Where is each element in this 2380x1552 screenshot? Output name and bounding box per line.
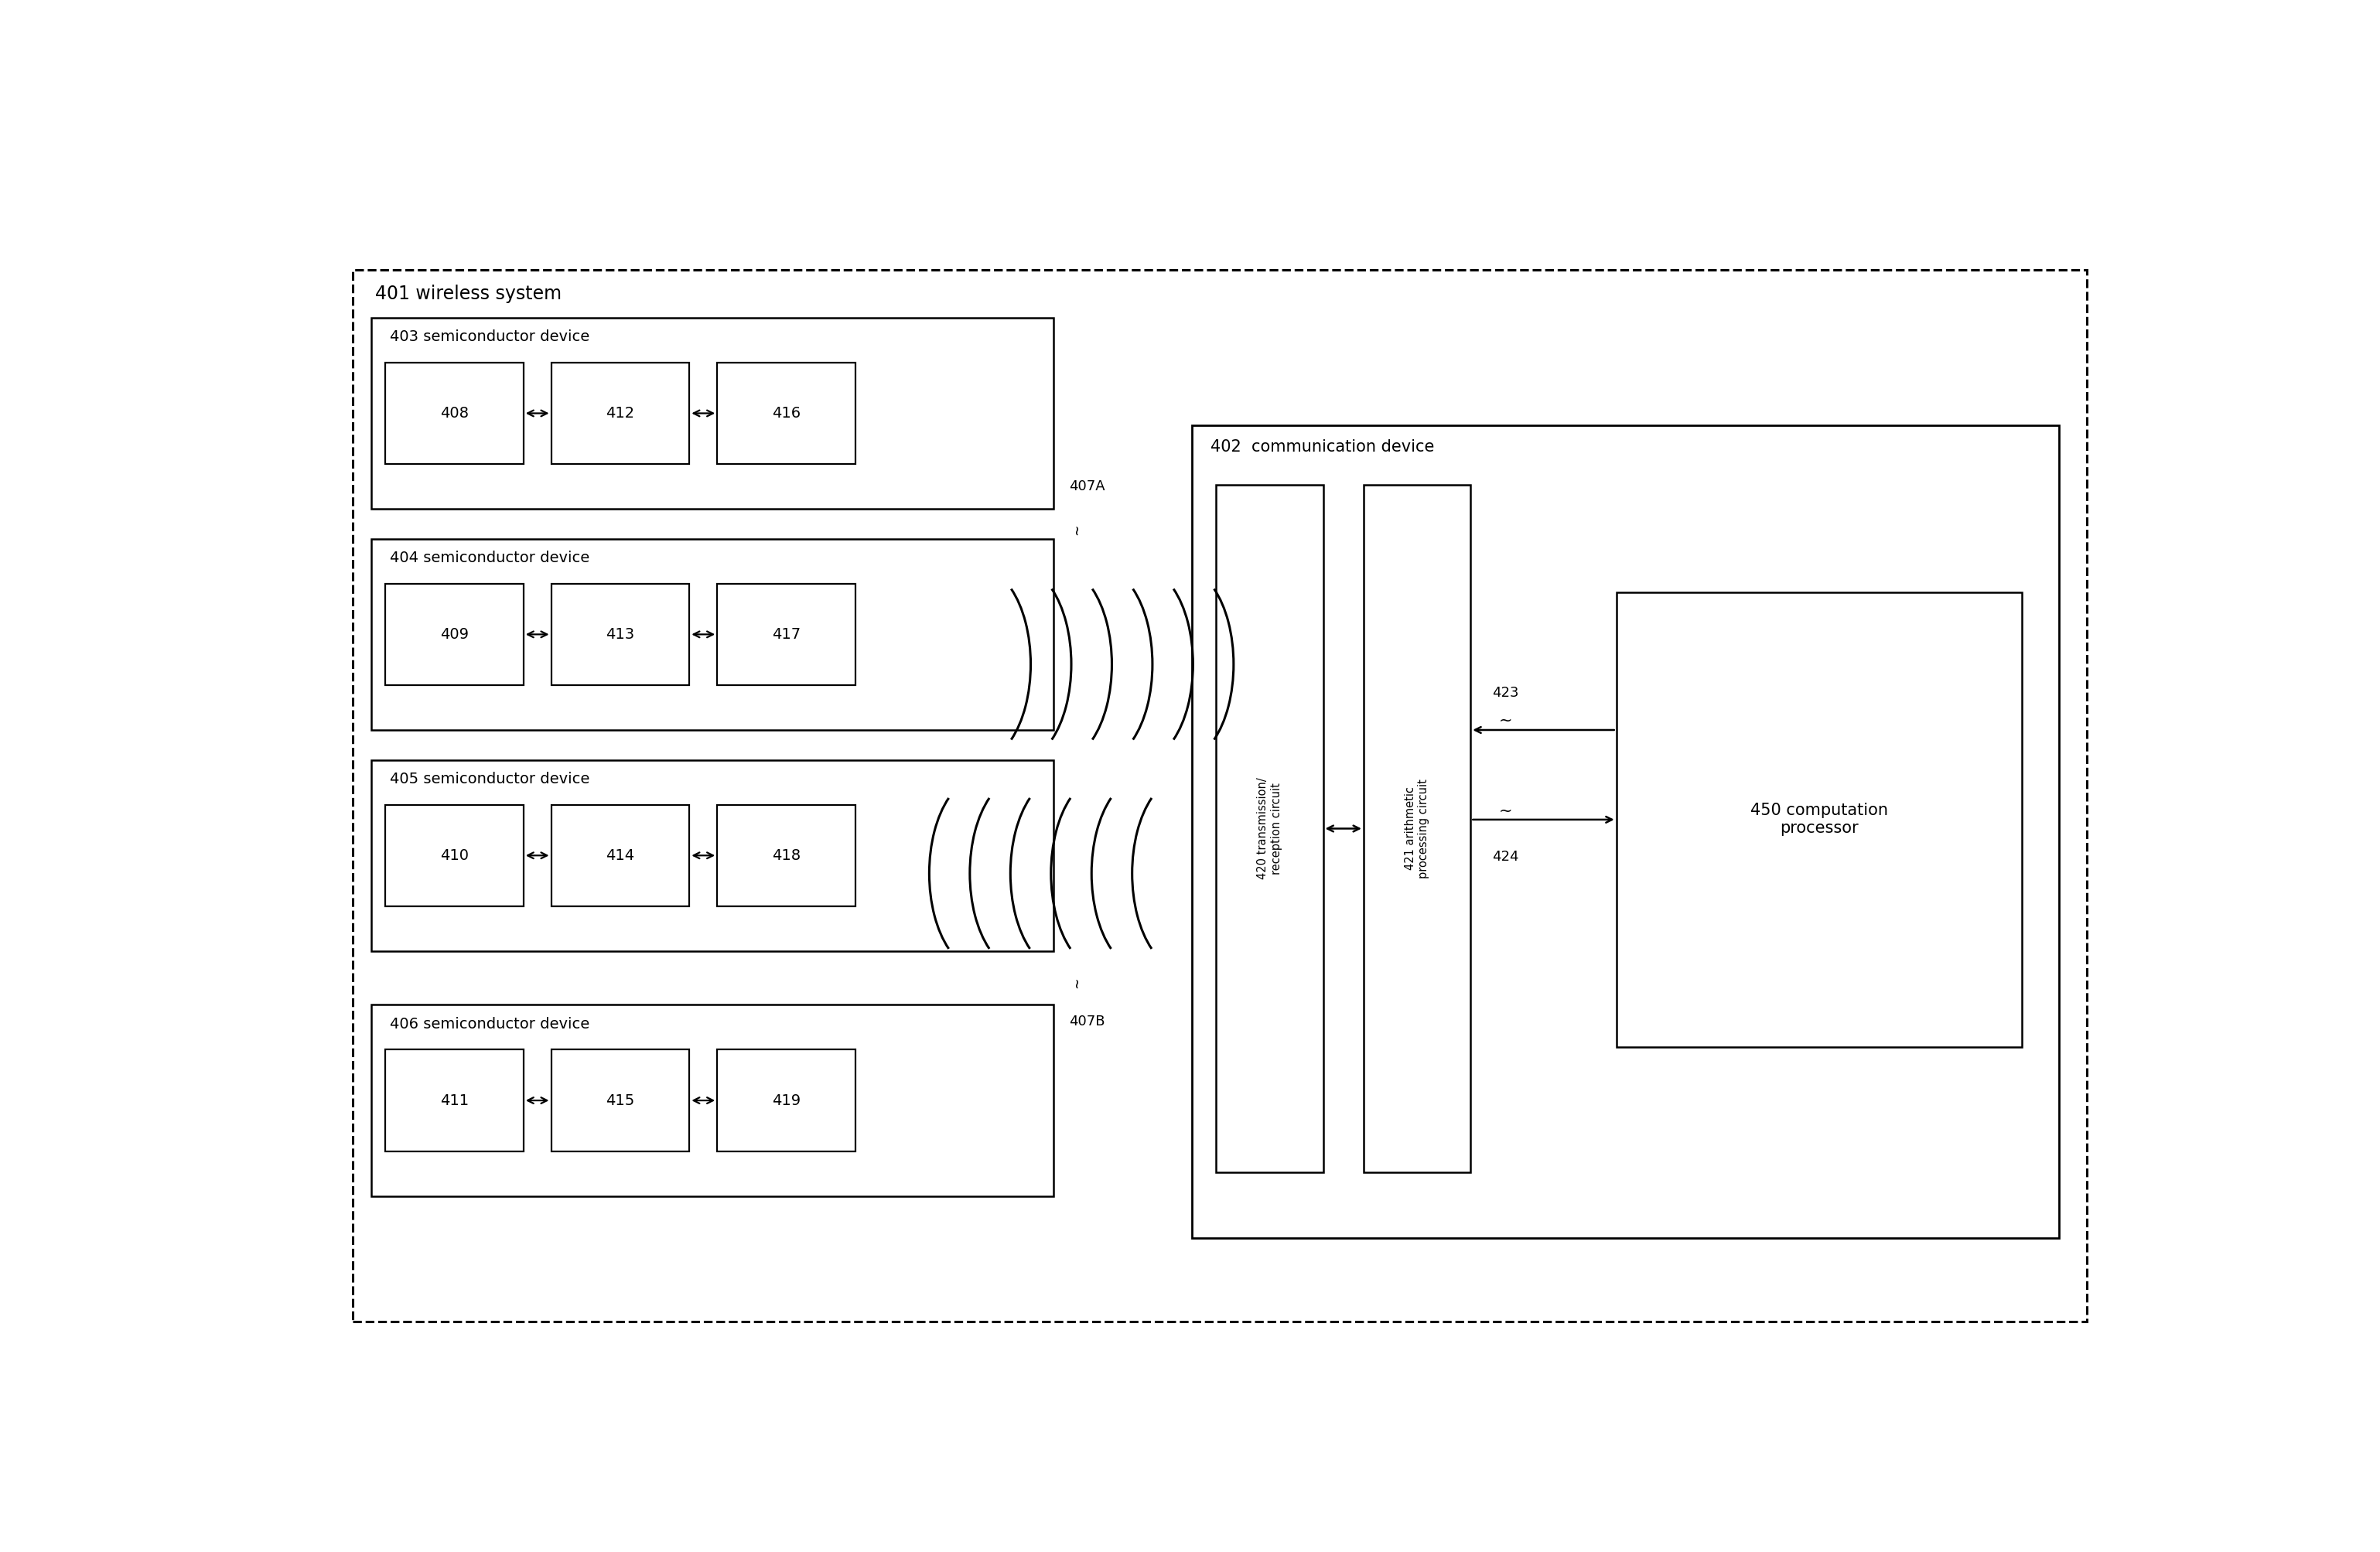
Bar bbox=[1616, 593, 2023, 1046]
Bar bbox=[552, 363, 690, 464]
Text: 407A: 407A bbox=[1069, 480, 1104, 494]
Text: 405 semiconductor device: 405 semiconductor device bbox=[390, 771, 590, 787]
Text: 404 semiconductor device: 404 semiconductor device bbox=[390, 551, 590, 565]
Bar bbox=[386, 363, 524, 464]
Text: 416: 416 bbox=[771, 407, 800, 421]
Text: 419: 419 bbox=[771, 1093, 800, 1108]
Text: ~: ~ bbox=[1071, 526, 1085, 535]
Text: 421 arithmetic
processing circuit: 421 arithmetic processing circuit bbox=[1404, 779, 1430, 878]
Text: ~: ~ bbox=[1071, 979, 1085, 989]
Text: 408: 408 bbox=[440, 407, 469, 421]
Bar bbox=[386, 584, 524, 684]
Text: ~: ~ bbox=[1499, 712, 1511, 728]
Bar bbox=[552, 1049, 690, 1152]
Text: 409: 409 bbox=[440, 627, 469, 641]
Text: 424: 424 bbox=[1492, 849, 1518, 863]
Bar bbox=[352, 270, 2087, 1322]
Text: 414: 414 bbox=[607, 847, 635, 863]
Text: 418: 418 bbox=[771, 847, 800, 863]
Bar bbox=[371, 318, 1054, 509]
Bar bbox=[552, 804, 690, 906]
Text: ~: ~ bbox=[1499, 804, 1511, 819]
Text: 412: 412 bbox=[607, 407, 635, 421]
Bar bbox=[1192, 425, 2059, 1238]
Text: 402  communication device: 402 communication device bbox=[1211, 439, 1435, 455]
Text: 406 semiconductor device: 406 semiconductor device bbox=[390, 1017, 590, 1032]
Bar bbox=[716, 1049, 854, 1152]
Text: 401 wireless system: 401 wireless system bbox=[376, 284, 562, 303]
Text: 420 transmission/
reception circuit: 420 transmission/ reception circuit bbox=[1257, 778, 1283, 880]
Bar bbox=[716, 804, 854, 906]
Text: 423: 423 bbox=[1492, 686, 1518, 700]
Text: 410: 410 bbox=[440, 847, 469, 863]
Bar bbox=[1364, 484, 1471, 1172]
Bar bbox=[371, 1004, 1054, 1197]
Bar bbox=[552, 584, 690, 684]
Text: 407B: 407B bbox=[1069, 1015, 1104, 1029]
Bar bbox=[1216, 484, 1323, 1172]
Text: 403 semiconductor device: 403 semiconductor device bbox=[390, 329, 590, 345]
Bar bbox=[386, 804, 524, 906]
Bar bbox=[371, 539, 1054, 729]
Text: 417: 417 bbox=[771, 627, 800, 641]
Bar bbox=[371, 760, 1054, 951]
Bar bbox=[716, 584, 854, 684]
Text: 411: 411 bbox=[440, 1093, 469, 1108]
Bar bbox=[716, 363, 854, 464]
Bar bbox=[386, 1049, 524, 1152]
Text: 415: 415 bbox=[607, 1093, 635, 1108]
Text: 450 computation
processor: 450 computation processor bbox=[1749, 802, 1887, 837]
Text: 413: 413 bbox=[607, 627, 635, 641]
